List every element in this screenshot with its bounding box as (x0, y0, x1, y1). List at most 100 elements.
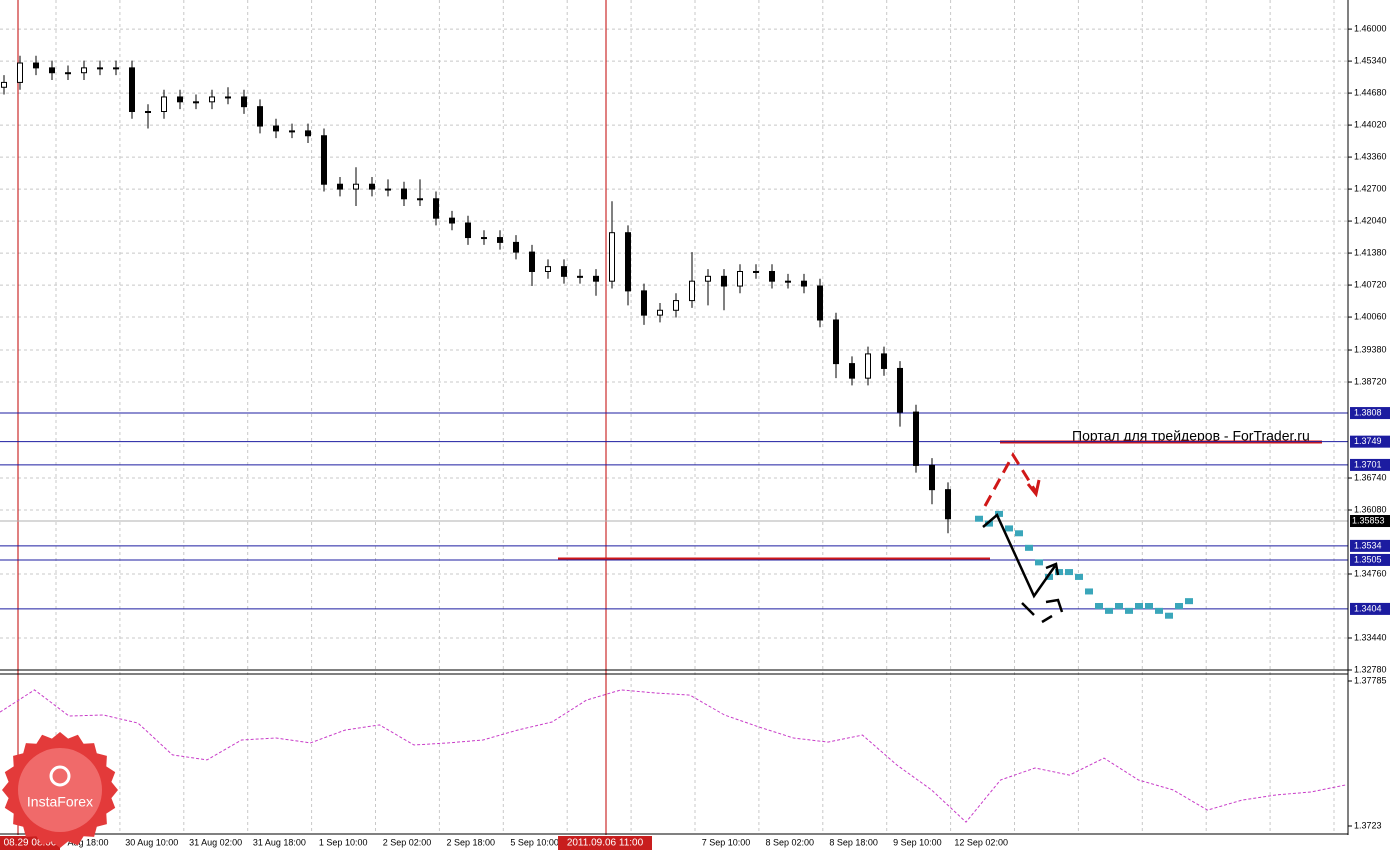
x-tick-label: 8 Sep 02:00 (766, 837, 815, 847)
candle-body (433, 198, 439, 219)
y-tick-label: 1.3723 (1354, 820, 1382, 830)
last-price-box (1350, 515, 1390, 528)
y-tick-label: 1.42700 (1354, 183, 1387, 193)
forecast-bar (975, 515, 983, 522)
candle-body (49, 67, 55, 74)
candle-body (577, 275, 583, 278)
forecast-bar (1155, 607, 1163, 614)
candle-body (497, 237, 503, 243)
y-tick-label: 1.43360 (1354, 151, 1387, 161)
candle-body (97, 67, 103, 70)
forecast-bar (995, 510, 1003, 517)
indicator-line (0, 689, 1346, 823)
candle-body (241, 96, 247, 108)
candle-body (593, 275, 599, 282)
candle-body (305, 130, 311, 137)
forecast-bar (1135, 603, 1143, 610)
candle-body (721, 275, 727, 287)
candle-body (193, 101, 199, 104)
candle-body (817, 285, 823, 321)
forecast-bar (1185, 598, 1193, 605)
y-tick-label: 1.46000 (1354, 23, 1387, 33)
candle-body (657, 309, 663, 316)
candle-body (273, 125, 279, 132)
candle-body (337, 183, 343, 190)
candle-body (881, 353, 887, 369)
candle-body (945, 489, 951, 520)
level-label: 1.3534 (1354, 540, 1382, 550)
candle-body (641, 290, 647, 316)
candle-body (465, 222, 471, 239)
forecast-bar (1075, 573, 1083, 580)
axis: 1.46000 1.45340 1.44680 1.44020 1.43360 1.427… (0, 23, 1390, 850)
level-label: 1.3701 (1354, 459, 1382, 469)
x-tick-label: 8 Sep 18:00 (829, 837, 878, 847)
cursor-label-box (558, 836, 652, 850)
x-tick-label: 2 Sep 18:00 (447, 837, 496, 847)
y-tick-label: 1.32780 (1354, 664, 1387, 674)
annotation (982, 452, 1064, 624)
level-label-box (1350, 553, 1390, 566)
y-tick-label: 1.40720 (1354, 279, 1387, 289)
forecast-bar (1115, 603, 1123, 610)
candle-body (81, 67, 87, 74)
candle-body (833, 319, 839, 365)
forecast-bar (1105, 607, 1113, 614)
x-tick-label: 30 Aug 10:00 (125, 837, 178, 847)
x-tick-label: 9 Sep 10:00 (893, 837, 942, 847)
candle-body (321, 135, 327, 185)
x-tick-label: 12 Sep 02:00 (954, 837, 1008, 847)
y-tick-label: 1.36080 (1354, 504, 1387, 514)
level-label: 1.3404 (1354, 603, 1382, 613)
candle-body (129, 67, 135, 113)
cursor-label: 2011.09.06 11:00 (567, 838, 644, 849)
level-label: 1.3808 (1354, 407, 1382, 417)
candle-body (529, 251, 535, 272)
x-tick-label: 1 Sep 10:00 (319, 837, 368, 847)
last-price-label: 1.35853 (1352, 515, 1385, 525)
forecast-bar (1165, 612, 1173, 619)
candle-body (161, 96, 167, 113)
logo-text: InstaForex (27, 794, 93, 810)
y-tick-label: 1.42040 (1354, 215, 1387, 225)
candle-body (753, 270, 759, 273)
forecast-bar (985, 520, 993, 527)
candle-body (289, 130, 295, 133)
price-axis (1348, 0, 1390, 852)
x-tick-label: 31 Aug 02:00 (189, 837, 242, 847)
candle-body (913, 411, 919, 466)
level-label-box (1350, 539, 1390, 552)
candle-body (625, 232, 631, 292)
candle-body (225, 96, 231, 99)
candle-body (449, 217, 455, 224)
candle-body (705, 275, 711, 282)
candle-body (737, 270, 743, 287)
watermark: Портал для трейдеров - ForTrader.ru (1072, 428, 1310, 444)
candle-body (689, 280, 695, 302)
candle-body (897, 367, 903, 413)
candle-body (417, 198, 423, 201)
candle-body (769, 270, 775, 282)
candle-body (481, 237, 487, 240)
candle-body (673, 300, 679, 311)
forecast-bar (1175, 603, 1183, 610)
forecast-bar (1095, 603, 1103, 610)
forecast-bar (1005, 525, 1013, 532)
candle-body (65, 72, 71, 75)
candle-body (177, 96, 183, 103)
candle-body (785, 280, 791, 283)
candle-body (369, 183, 375, 190)
y-tick-label: 1.45340 (1354, 55, 1387, 65)
candle-body (929, 464, 935, 491)
candle-body (209, 96, 215, 103)
y-tick-label: 1.38720 (1354, 376, 1387, 386)
y-tick-label: 1.36740 (1354, 472, 1387, 482)
x-tick-label: Aug 18:00 (67, 837, 108, 847)
level-label-box (1350, 602, 1390, 615)
candle-body (353, 183, 359, 190)
candle-body (801, 280, 807, 287)
level-label: 1.3749 (1354, 436, 1382, 446)
x-tick-label: 31 Aug 18:00 (253, 837, 306, 847)
grid (0, 0, 1348, 834)
y-tick-label: 1.40060 (1354, 311, 1387, 321)
